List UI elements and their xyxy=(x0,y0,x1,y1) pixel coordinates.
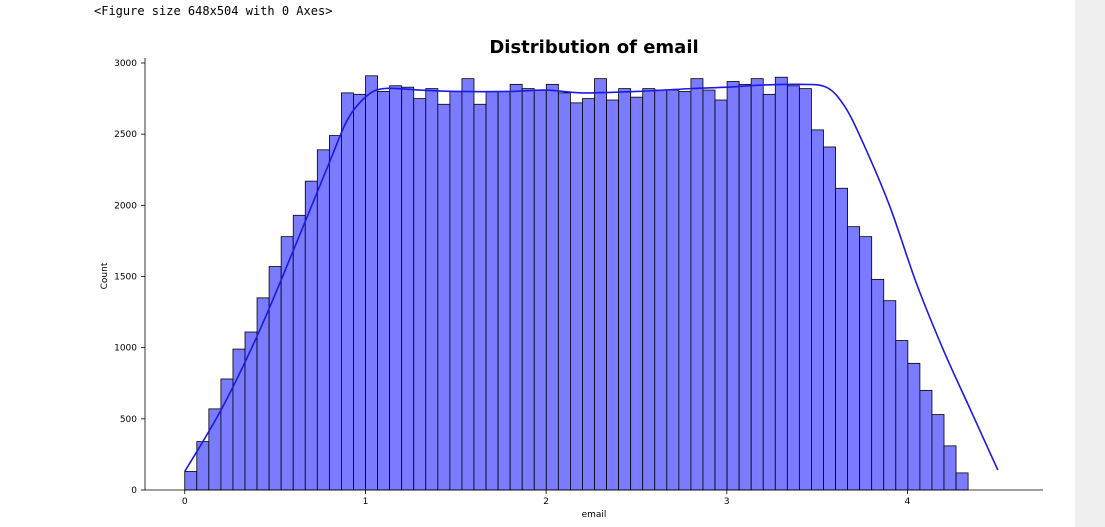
x-tick-label: 2 xyxy=(543,497,549,507)
histogram-bar xyxy=(377,91,391,491)
histogram-bar xyxy=(365,75,378,491)
histogram-bar xyxy=(859,236,873,491)
histogram-bar xyxy=(750,78,764,491)
y-tick-label: 1000 xyxy=(114,344,137,354)
histogram-bar xyxy=(220,378,234,491)
histogram-bar xyxy=(521,88,535,491)
histogram-bar xyxy=(774,76,788,491)
histogram-bar xyxy=(786,85,800,491)
histogram-bar xyxy=(268,266,282,491)
histogram-bar xyxy=(184,471,198,491)
histogram-bar xyxy=(256,297,270,491)
histogram-bar xyxy=(353,93,366,491)
histogram-bar xyxy=(533,89,547,491)
histogram-chart: Distribution of email 0 500 1000 1500 2000 25… xyxy=(100,37,1043,520)
x-axis-ticks: 0 1 2 3 4 xyxy=(182,490,911,507)
histogram-bar xyxy=(328,135,342,491)
histogram-bar xyxy=(413,98,427,491)
x-tick-label: 1 xyxy=(363,497,369,507)
histogram-bar xyxy=(545,83,559,491)
x-tick-label: 4 xyxy=(905,497,911,507)
histogram-bar xyxy=(654,89,668,491)
histogram-bar xyxy=(341,92,354,491)
y-tick-label: 2000 xyxy=(114,201,137,211)
histogram-bar xyxy=(570,102,583,491)
y-tick-label: 3000 xyxy=(114,59,137,69)
histogram-bar xyxy=(401,86,415,491)
histogram-bar xyxy=(606,99,620,491)
x-tick-label: 0 xyxy=(182,497,188,507)
y-tick-label: 1500 xyxy=(114,273,137,283)
histogram-bar xyxy=(461,78,475,491)
histogram-bar xyxy=(871,278,885,491)
histogram-bar xyxy=(232,348,246,491)
y-tick-label: 2500 xyxy=(114,130,137,140)
figure-output-text: <Figure size 648x504 with 0 Axes> xyxy=(94,4,333,18)
histogram-bar xyxy=(497,91,511,491)
histogram-bar xyxy=(847,226,861,491)
histogram-bar xyxy=(883,300,897,491)
histogram-bar xyxy=(292,214,306,491)
histogram-bar xyxy=(798,88,812,491)
y-axis-label: Count xyxy=(100,262,110,289)
histogram-bar xyxy=(823,146,836,491)
histogram-bar xyxy=(714,99,728,491)
histogram-bar xyxy=(738,83,752,491)
histogram-bar xyxy=(678,91,692,491)
histogram-bar xyxy=(702,89,716,491)
histogram-bar xyxy=(895,340,909,491)
histogram-bar xyxy=(642,88,656,491)
histogram-bar xyxy=(931,414,945,491)
histogram-bar xyxy=(473,103,487,491)
histogram-bar xyxy=(762,93,776,491)
histogram-bar xyxy=(557,92,571,491)
histogram-bar xyxy=(726,81,740,491)
x-axis-label: email xyxy=(582,510,607,520)
x-tick-label: 3 xyxy=(724,497,730,507)
histogram-bar xyxy=(955,472,969,491)
histogram-bar xyxy=(919,389,933,491)
histogram-bar xyxy=(509,83,523,491)
histogram-bar xyxy=(582,98,595,491)
histogram-bar xyxy=(485,91,499,491)
histogram-bar xyxy=(907,362,921,491)
y-tick-label: 500 xyxy=(120,415,137,425)
histogram-bar xyxy=(449,91,463,491)
histogram-bar xyxy=(811,129,824,491)
y-tick-label: 0 xyxy=(131,486,137,496)
histogram-bars xyxy=(184,75,969,491)
histogram-bar xyxy=(304,180,318,491)
histogram-bar xyxy=(690,78,704,491)
histogram-bar xyxy=(835,187,848,491)
histogram-bar xyxy=(389,85,403,491)
histogram-bar xyxy=(244,331,258,491)
histogram-bar xyxy=(943,445,957,491)
chart-title: Distribution of email xyxy=(489,37,698,58)
scrollbar[interactable] xyxy=(1075,0,1105,527)
histogram-bar xyxy=(425,88,439,491)
histogram-bar xyxy=(618,88,632,491)
histogram-bar xyxy=(594,78,607,491)
histogram-bar xyxy=(316,149,330,491)
kde-curve xyxy=(184,83,999,472)
y-axis-ticks: 0 500 1000 1500 2000 2500 3000 xyxy=(114,59,145,496)
histogram-bar xyxy=(437,103,451,491)
histogram-bar xyxy=(666,89,680,491)
histogram-bar xyxy=(630,96,644,491)
